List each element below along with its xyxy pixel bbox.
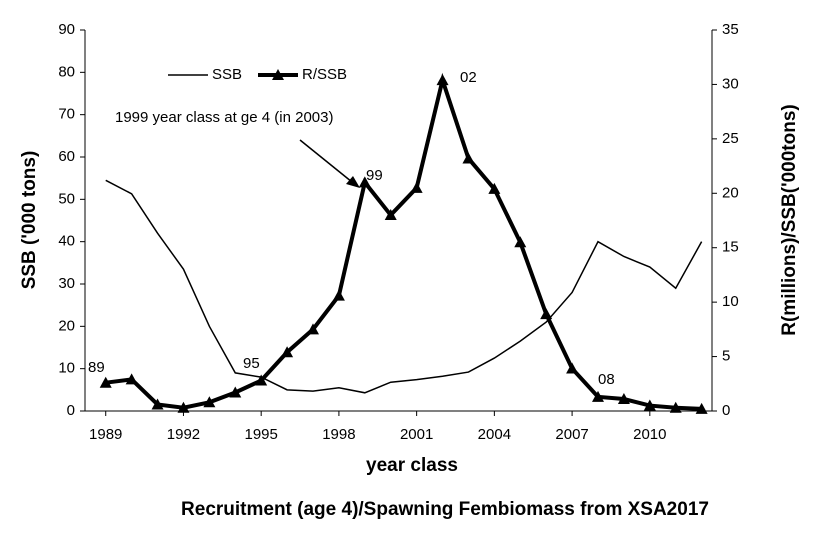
x-tick-label: 2001 bbox=[400, 426, 433, 443]
marker bbox=[514, 236, 527, 248]
x-axis-label: year class bbox=[366, 455, 458, 476]
y-tick-label: 50 bbox=[58, 190, 75, 207]
annotation: 99 bbox=[366, 167, 383, 184]
legend-label: R/SSB bbox=[302, 66, 347, 83]
marker bbox=[177, 401, 190, 413]
annotation: 02 bbox=[460, 69, 477, 86]
marker bbox=[229, 386, 242, 398]
x-tick-label: 1989 bbox=[89, 426, 122, 443]
x-tick-label: 2010 bbox=[633, 426, 666, 443]
marker bbox=[255, 374, 268, 386]
x-tick-label: 2004 bbox=[478, 426, 511, 443]
marker bbox=[281, 346, 294, 358]
y-tick-label: 80 bbox=[58, 63, 75, 80]
y-axis-label: SSB ('000 tons) bbox=[19, 151, 40, 290]
annotation: 1999 year class at ge 4 (in 2003) bbox=[115, 109, 333, 126]
x-tick-label: 2007 bbox=[555, 426, 588, 443]
legend-marker bbox=[272, 69, 284, 80]
y-tick-label: 0 bbox=[67, 402, 75, 419]
marker bbox=[307, 323, 319, 335]
series-line bbox=[105, 179, 703, 394]
y2-axis-label: R(millions)/SSB('000tons) bbox=[779, 104, 800, 336]
annotation: 95 bbox=[243, 355, 260, 372]
marker bbox=[125, 373, 138, 385]
annotation: 89 bbox=[88, 359, 105, 376]
y2-tick-label: 5 bbox=[722, 348, 730, 365]
annotation-arrow bbox=[299, 139, 353, 183]
y2-tick-label: 30 bbox=[722, 75, 739, 92]
y-tick-label: 90 bbox=[58, 21, 75, 38]
marker bbox=[410, 181, 423, 193]
y2-tick-label: 20 bbox=[722, 184, 739, 201]
marker bbox=[151, 398, 164, 410]
y-tick-label: 20 bbox=[58, 317, 75, 334]
marker bbox=[643, 399, 656, 411]
x-tick-label: 1998 bbox=[322, 426, 355, 443]
y2-tick-label: 15 bbox=[722, 239, 739, 256]
chart-title: Recruitment (age 4)/Spawning Fembiomass … bbox=[181, 499, 709, 520]
marker bbox=[540, 308, 553, 320]
y2-tick-label: 0 bbox=[722, 402, 730, 419]
x-tick-label: 1995 bbox=[244, 426, 277, 443]
marker bbox=[462, 152, 475, 164]
marker bbox=[617, 393, 630, 405]
y-tick-label: 10 bbox=[58, 360, 75, 377]
y-tick-label: 30 bbox=[58, 275, 75, 292]
marker bbox=[695, 402, 708, 414]
y2-tick-label: 35 bbox=[722, 21, 739, 38]
marker bbox=[488, 182, 501, 194]
marker bbox=[99, 376, 112, 388]
marker bbox=[669, 401, 682, 413]
marker bbox=[436, 74, 449, 86]
annotation: 08 bbox=[598, 371, 615, 388]
marker bbox=[332, 289, 345, 301]
marker bbox=[384, 209, 397, 221]
y-tick-label: 70 bbox=[58, 106, 75, 123]
x-tick-label: 1992 bbox=[167, 426, 200, 443]
series-line bbox=[105, 72, 702, 411]
marker bbox=[358, 176, 371, 188]
y-tick-label: 40 bbox=[58, 233, 75, 250]
legend-label: SSB bbox=[212, 66, 242, 83]
marker bbox=[203, 396, 216, 408]
marker bbox=[592, 390, 604, 402]
marker bbox=[566, 362, 579, 374]
y2-tick-label: 25 bbox=[722, 130, 739, 147]
y2-tick-label: 10 bbox=[722, 293, 739, 310]
arrow-head bbox=[346, 176, 360, 188]
y-tick-label: 60 bbox=[58, 148, 75, 165]
